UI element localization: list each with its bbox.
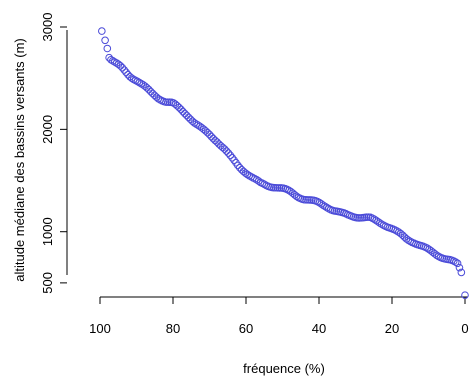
data-point	[374, 217, 382, 226]
data-point	[220, 145, 229, 153]
data-point	[213, 138, 221, 146]
data-point-outlier	[103, 44, 112, 53]
data-point	[127, 74, 136, 82]
data-point	[207, 132, 216, 141]
data-point	[451, 258, 460, 266]
data-point	[143, 84, 151, 92]
x-tick-label: 40	[312, 321, 326, 336]
data-point	[226, 151, 235, 160]
y-tick-label: 500	[40, 272, 55, 294]
data-point	[315, 198, 324, 207]
data-point-outlier	[101, 36, 109, 45]
data-point	[290, 191, 299, 199]
y-tick-label: 2000	[40, 115, 55, 144]
data-point	[194, 121, 202, 129]
data-point	[370, 215, 379, 224]
x-axis-title: fréquence (%)	[243, 361, 325, 376]
y-tick-label: 1000	[40, 217, 55, 246]
y-axis-title: altitude médiane des bassins versants (m…	[12, 38, 27, 282]
x-tick-label: 80	[166, 321, 180, 336]
data-point	[182, 111, 191, 120]
data-point	[135, 78, 144, 87]
data-point-outlier	[461, 291, 469, 299]
data-point	[145, 85, 153, 94]
data-point	[184, 113, 193, 122]
data-point	[254, 177, 263, 185]
data-point	[423, 244, 432, 252]
data-point	[319, 201, 327, 209]
data-point	[175, 103, 183, 112]
data-point	[455, 263, 464, 272]
data-point	[224, 149, 233, 157]
data-point	[368, 214, 377, 222]
data-point	[431, 250, 439, 258]
data-points	[98, 27, 469, 299]
data-point	[192, 120, 200, 128]
data-point	[126, 72, 134, 81]
data-point	[110, 58, 119, 66]
data-point	[177, 105, 185, 114]
x-ticks: 100 80 60 40 20 0	[89, 297, 469, 336]
data-point	[181, 109, 189, 118]
data-point-outlier	[105, 53, 113, 62]
data-point	[404, 236, 413, 244]
data-point	[235, 163, 244, 172]
data-point	[376, 219, 384, 227]
data-point	[252, 175, 261, 184]
data-point	[118, 63, 127, 72]
data-point	[228, 153, 236, 162]
data-point	[243, 170, 252, 179]
x-tick-label: 20	[385, 321, 399, 336]
x-tick-label: 0	[461, 321, 468, 336]
data-point	[129, 75, 138, 84]
data-point	[222, 147, 231, 155]
data-point	[137, 79, 146, 88]
data-point	[247, 172, 255, 181]
data-point	[146, 87, 155, 96]
data-point	[245, 171, 254, 180]
data-point	[205, 130, 214, 139]
data-point	[211, 136, 219, 145]
data-point	[107, 55, 115, 64]
data-point	[457, 268, 466, 277]
data-point	[234, 161, 242, 170]
data-point	[120, 66, 129, 74]
data-point	[179, 107, 187, 116]
data-point	[251, 174, 259, 183]
data-point	[148, 89, 157, 98]
data-point	[372, 216, 380, 225]
data-point	[321, 202, 329, 211]
data-point	[317, 200, 325, 208]
data-point	[453, 259, 462, 268]
x-tick-label: 100	[89, 321, 111, 336]
y-ticks: 500 1000 2000 3000	[40, 13, 67, 294]
data-point	[209, 134, 218, 143]
data-point	[116, 62, 125, 70]
x-tick-label: 60	[239, 321, 253, 336]
y-tick-label: 3000	[40, 13, 55, 42]
data-point	[122, 68, 130, 77]
data-point	[241, 169, 250, 177]
data-point	[190, 118, 199, 127]
data-point	[203, 128, 212, 137]
data-point	[393, 227, 401, 235]
data-point	[133, 77, 142, 86]
data-point-outlier	[98, 27, 106, 35]
axes	[66, 30, 468, 298]
data-point	[402, 235, 411, 243]
